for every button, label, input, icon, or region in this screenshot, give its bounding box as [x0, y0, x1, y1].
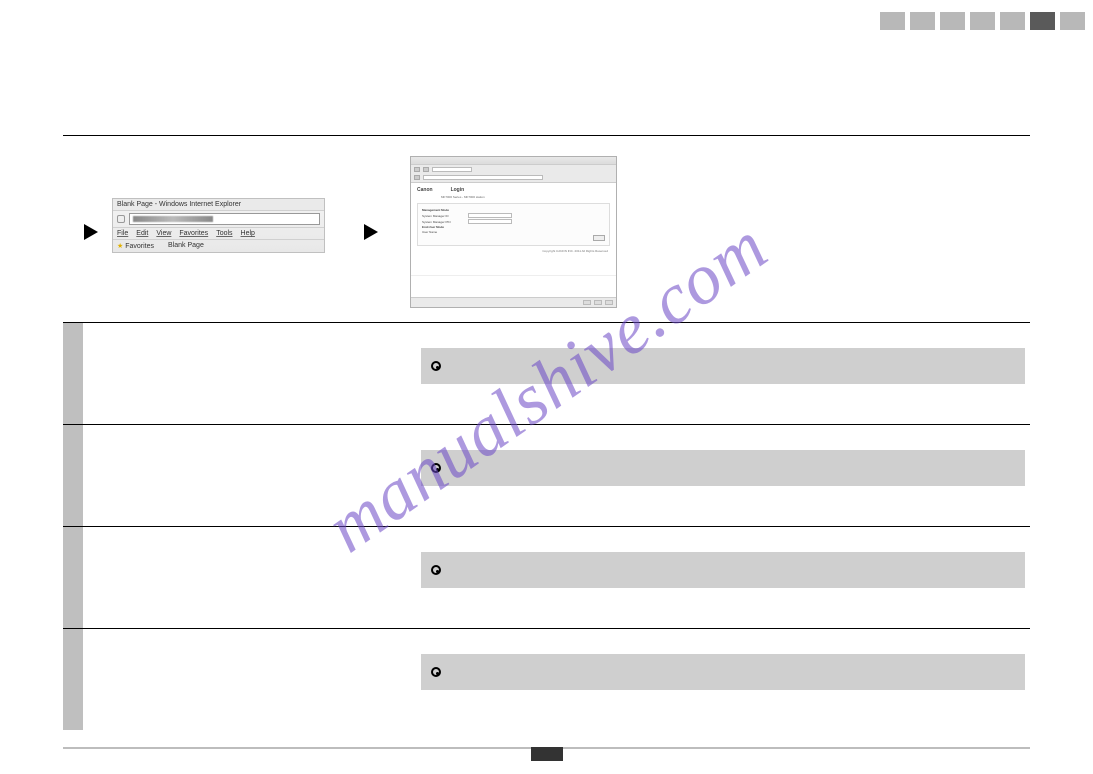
status-chip — [594, 300, 602, 305]
menu-help[interactable]: Help — [241, 230, 255, 237]
manager-id-input[interactable] — [468, 213, 512, 218]
reference-bar — [421, 654, 1025, 690]
login-button[interactable] — [593, 235, 605, 241]
reference-bar — [421, 450, 1025, 486]
reference-bar — [421, 552, 1025, 588]
tab-square[interactable] — [940, 12, 965, 30]
manager-pin-input[interactable] — [468, 219, 512, 224]
star-icon: ★ — [117, 243, 123, 250]
brand-logo: Canon — [417, 187, 433, 193]
reference-bar — [421, 348, 1025, 384]
tab-square[interactable] — [910, 12, 935, 30]
step-number-sidebar — [63, 425, 83, 526]
menu-view[interactable]: View — [156, 230, 171, 237]
status-chip — [583, 300, 591, 305]
page-heading: Login — [451, 187, 465, 193]
step-section-2 — [63, 424, 1030, 526]
nav-icon[interactable] — [414, 167, 420, 172]
circle-arrow-icon — [431, 667, 441, 677]
menu-tools[interactable]: Tools — [216, 230, 232, 237]
favorites-bar: ★ Favorites Blank Page — [113, 240, 324, 252]
circle-arrow-icon — [431, 565, 441, 575]
address-input[interactable] — [432, 167, 472, 172]
address-input[interactable] — [129, 213, 320, 225]
mode-label: Management Mode — [422, 208, 464, 212]
tab-square[interactable] — [970, 12, 995, 30]
circle-arrow-icon — [431, 463, 441, 473]
tab-square[interactable] — [880, 12, 905, 30]
favorites-button[interactable]: ★ Favorites — [117, 242, 154, 250]
circle-arrow-icon — [431, 361, 441, 371]
page-number-marker — [531, 747, 563, 761]
menu-favorites[interactable]: Favorites — [179, 230, 208, 237]
step-section-1 — [63, 322, 1030, 424]
arrow-icon — [364, 224, 378, 240]
menu-bar: File Edit View Favorites Tools Help — [113, 227, 324, 240]
step-section-3 — [63, 526, 1030, 628]
top-tab-strip — [880, 12, 1085, 30]
tab-label[interactable] — [423, 175, 543, 180]
step-section-4 — [63, 628, 1030, 730]
browser-window-ie: Blank Page - Windows Internet Explorer F… — [112, 198, 325, 253]
nav-icon[interactable] — [423, 167, 429, 172]
window-title: Blank Page - Windows Internet Explorer — [113, 199, 324, 211]
tab-square-active[interactable] — [1030, 12, 1055, 30]
blurred-url — [133, 216, 213, 222]
login-panel: Management Mode System Manager ID System… — [417, 203, 610, 246]
menu-edit[interactable]: Edit — [136, 230, 148, 237]
arrow-icon — [84, 224, 98, 240]
tab-square[interactable] — [1000, 12, 1025, 30]
status-chip — [605, 300, 613, 305]
window-titlebar — [411, 157, 616, 165]
status-bar — [411, 297, 616, 307]
address-bar-row — [113, 211, 324, 227]
browser-window-remote-ui: Canon Login MF7000 Series - MF7000 stati… — [410, 156, 617, 308]
menu-file[interactable]: File — [117, 230, 128, 237]
heading-rule — [63, 135, 1030, 136]
field-label: System Manager PIN — [422, 220, 464, 224]
field-label: User Name — [422, 230, 464, 234]
nav-back-icon[interactable] — [117, 215, 125, 223]
mode-label: End-User Mode — [422, 225, 464, 229]
copyright-text: Copyright CANON INC. 2011 All Rights Res… — [417, 249, 610, 253]
body-spacer — [411, 275, 616, 297]
field-label: System Manager ID — [422, 214, 464, 218]
page-body: Canon Login MF7000 Series - MF7000 stati… — [411, 183, 616, 275]
step-number-sidebar — [63, 629, 83, 730]
tab-square[interactable] — [1060, 12, 1085, 30]
step-number-sidebar — [63, 527, 83, 628]
tab-blank-page[interactable]: Blank Page — [168, 242, 204, 250]
device-subtitle: MF7000 Series - MF7000 station — [417, 195, 610, 199]
toolbar-rows — [411, 165, 616, 183]
nav-icon[interactable] — [414, 175, 420, 180]
step-number-sidebar — [63, 323, 83, 424]
